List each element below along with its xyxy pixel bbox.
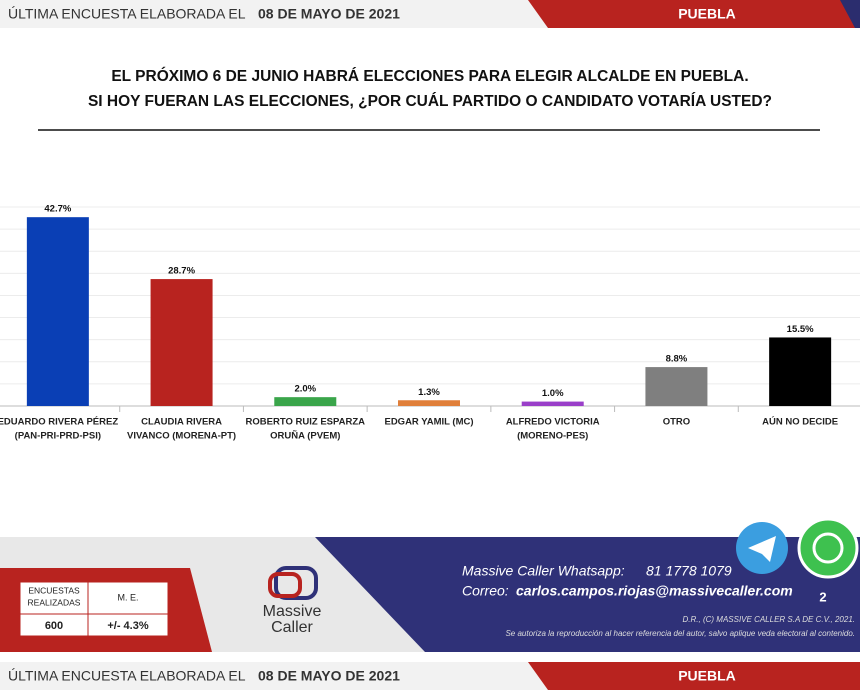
bar [150,279,213,406]
table-header: M. E. [117,592,138,602]
top-bar-accent [528,0,860,28]
telegram-glyph [748,536,776,562]
bottom-bar-accent [528,662,860,690]
logo-icon [274,566,318,600]
footer-table [19,581,169,637]
footer-region: PUEBLA [678,668,736,684]
bar [645,367,708,406]
table-cell: +/- 4.3% [107,620,148,632]
header-region: PUEBLA [678,6,736,22]
table-header: ENCUESTAS [28,585,80,595]
x-tick-label: ROBERTO RUIZ ESPARZA [246,417,366,428]
x-tick-label: AÚN NO DECIDE [762,416,838,428]
chart-title: EL PRÓXIMO 6 DE JUNIO HABRÁ ELECCIONES P… [111,67,748,85]
page-number: 2 [819,589,826,604]
plot: EDUARDO RIVERA PÉREZ (PAN-PRI-PRD-PSI) 42.… [0,204,860,442]
bar [26,217,89,406]
header-label: ÚLTIMA ENCUESTA ELABORADA EL [8,6,246,22]
email-label: Correo: [462,583,509,599]
logo-icon [268,572,302,598]
x-tick-label: EDUARDO RIVERA PÉREZ [0,417,118,428]
data-label: 8.8% [666,354,688,365]
table-header: REALIZADAS [28,597,81,607]
whatsapp-glyph [812,532,844,564]
x-tick-label: VIVANCO (MORENA-PT) [127,431,236,442]
bar [521,401,584,406]
whatsapp: 81 1778 1079 [646,563,732,579]
data-label: 2.0% [294,384,316,395]
copyright: D.R., (C) MASSIVE CALLER S.A DE C.V., 20… [683,615,856,624]
logo-text: Massive [263,603,322,620]
data-label: 1.3% [418,387,440,398]
footer-label: ÚLTIMA ENCUESTA ELABORADA EL [8,668,246,684]
top-bar-accent [840,0,860,28]
bar [274,397,337,406]
data-label: 15.5% [787,324,814,335]
whatsapp-icon[interactable] [797,517,859,579]
x-tick-label: ORUÑA (PVEM) [270,431,340,442]
x-tick-label: (PAN-PRI-PRD-PSI) [15,431,101,442]
footer-navy [315,537,860,652]
data-label: 1.0% [542,388,564,399]
chart-title: SI HOY FUERAN LAS ELECCIONES, ¿POR CUÁL … [88,93,772,110]
x-tick-label: OTRO [663,417,690,428]
x-tick-label: ALFREDO VICTORIA [506,417,600,428]
data-label: 28.7% [168,266,195,277]
bar [398,400,460,406]
table-cell: 600 [45,620,63,632]
x-tick-label: (MORENO-PES) [517,431,588,442]
bar [769,337,832,406]
header-date: 08 DE MAYO DE 2021 [258,6,400,22]
email: carlos.campos.riojas@massivecaller.com [516,583,793,599]
x-tick-label: EDGAR YAMIL (MC) [384,417,473,428]
footer-date: 08 DE MAYO DE 2021 [258,668,400,684]
x-tick-label: CLAUDIA RIVERA [141,417,222,428]
notice: Se autoriza la reproducción al hacer ref… [505,629,855,638]
logo-text: Caller [271,619,313,636]
data-label: 42.7% [44,204,71,215]
whatsapp-label: Massive Caller Whatsapp: [462,563,625,579]
